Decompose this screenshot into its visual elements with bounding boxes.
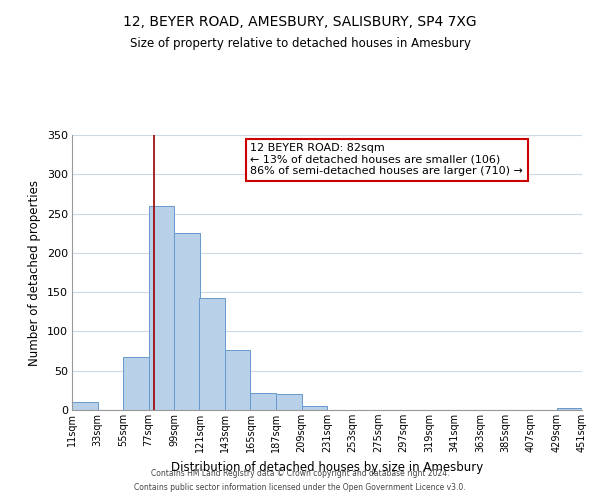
Text: 12 BEYER ROAD: 82sqm
← 13% of detached houses are smaller (106)
86% of semi-deta: 12 BEYER ROAD: 82sqm ← 13% of detached h…	[251, 143, 523, 176]
Bar	[149, 206, 174, 410]
Bar	[251, 392, 276, 410]
Bar	[276, 394, 302, 410]
Text: Size of property relative to detached houses in Amesbury: Size of property relative to detached ho…	[130, 38, 470, 51]
X-axis label: Distribution of detached houses by size in Amesbury: Distribution of detached houses by size …	[171, 460, 483, 473]
Bar	[302, 406, 327, 410]
Text: Contains HM Land Registry data © Crown copyright and database right 2024.: Contains HM Land Registry data © Crown c…	[151, 468, 449, 477]
Bar	[174, 233, 199, 410]
Bar	[72, 402, 97, 410]
Bar	[199, 298, 225, 410]
Text: 12, BEYER ROAD, AMESBURY, SALISBURY, SP4 7XG: 12, BEYER ROAD, AMESBURY, SALISBURY, SP4…	[123, 15, 477, 29]
Y-axis label: Number of detached properties: Number of detached properties	[28, 180, 41, 366]
Text: Contains public sector information licensed under the Open Government Licence v3: Contains public sector information licen…	[134, 484, 466, 492]
Bar	[225, 350, 251, 410]
Bar	[557, 408, 582, 410]
Bar	[123, 356, 149, 410]
